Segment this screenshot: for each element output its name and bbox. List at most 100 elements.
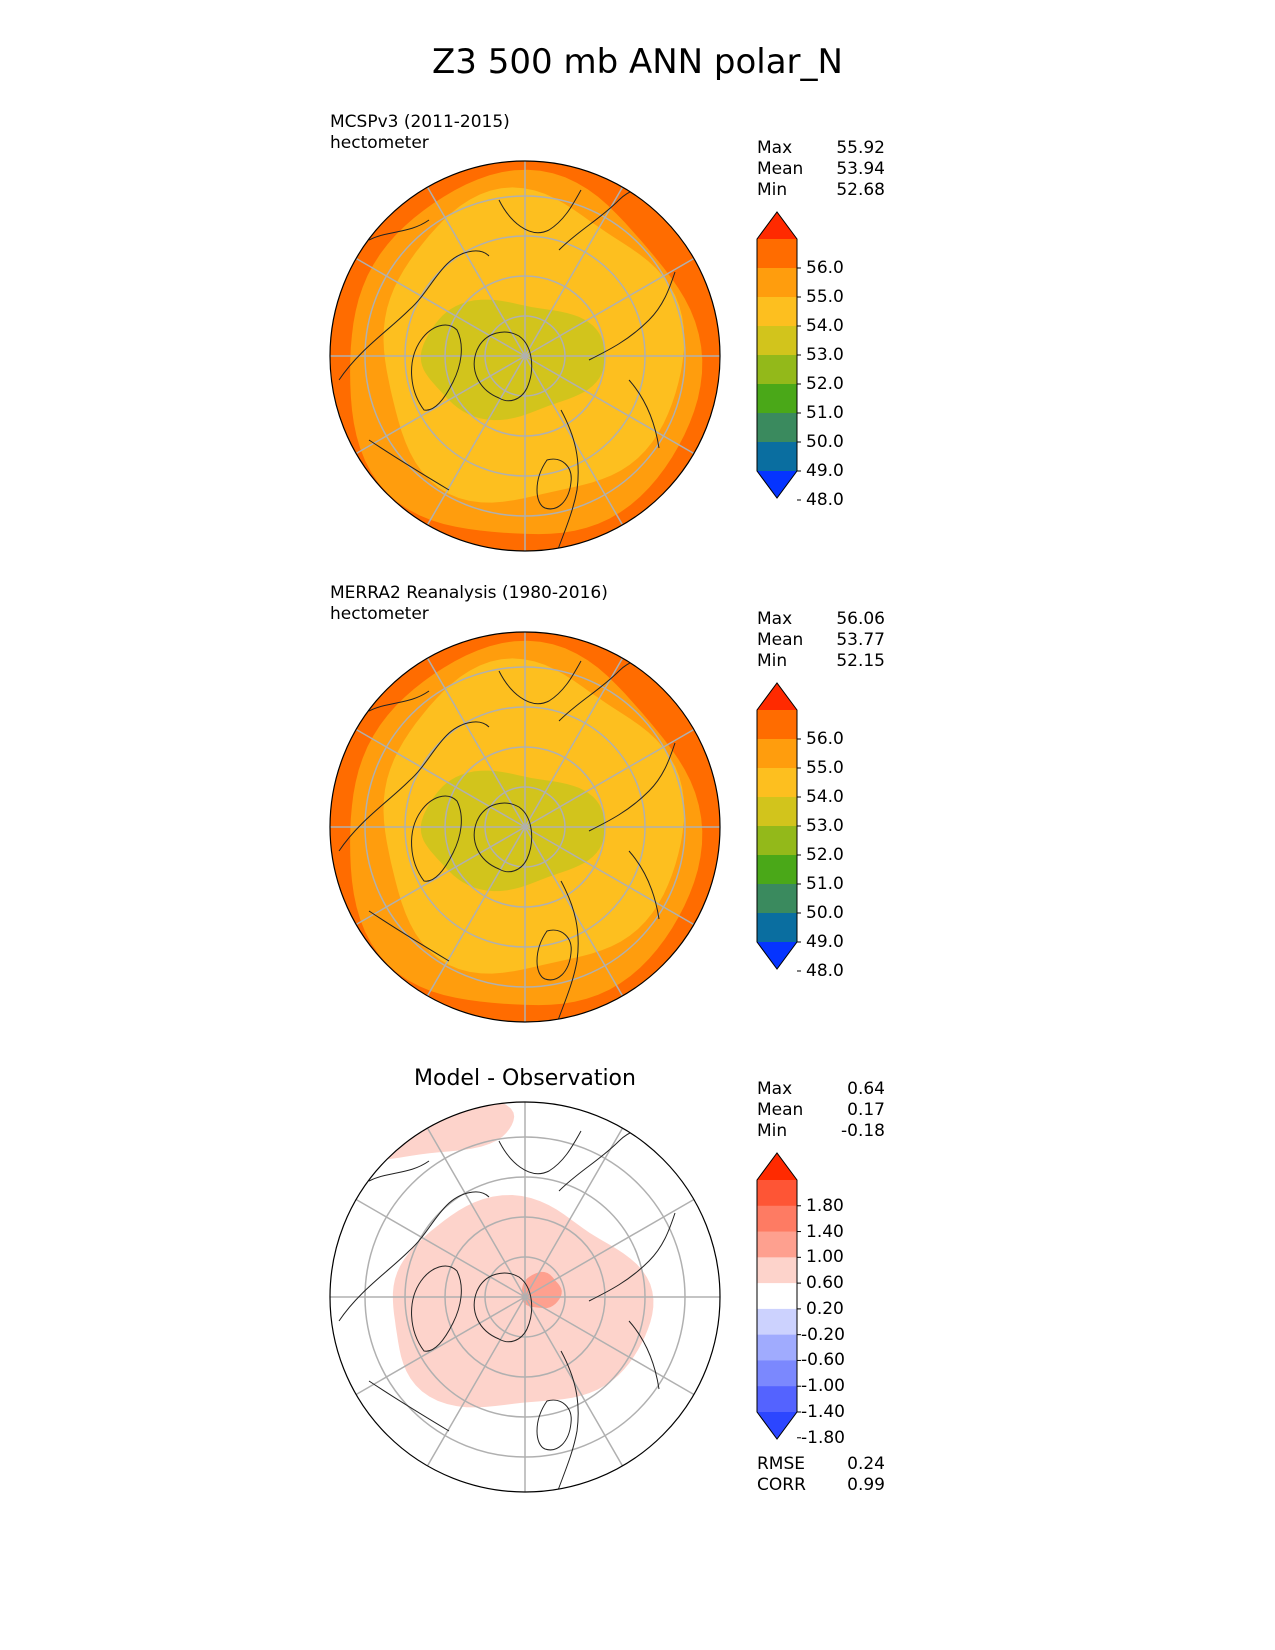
stat-label: Mean	[757, 630, 804, 650]
stat-value: 0.24	[847, 1454, 885, 1474]
coastline	[588, 1212, 676, 1302]
coastlines	[338, 1128, 676, 1492]
coastline	[338, 1191, 490, 1322]
stat-row: Mean 53.94	[757, 159, 885, 180]
colorbar-segment	[757, 710, 797, 740]
colorbar-extend-bottom	[757, 1412, 797, 1439]
coastline	[411, 1265, 462, 1352]
meridian-line	[355, 1198, 695, 1396]
coastline	[536, 1399, 572, 1451]
meridian-line	[355, 257, 695, 455]
colorbar-segment	[757, 1308, 797, 1336]
stat-value: 0.99	[847, 1475, 885, 1495]
stat-row: Min 52.15	[757, 651, 885, 672]
stat-value: 56.06	[836, 609, 885, 629]
colorbar-segment	[757, 1205, 797, 1233]
coastline	[338, 250, 490, 381]
colorbar-extend-top	[757, 1153, 797, 1180]
coastline	[498, 189, 582, 234]
stat-label: Max	[757, 609, 793, 629]
map-boundary	[329, 1101, 721, 1493]
panel1-name: MCSPv3 (2011-2015)	[330, 112, 510, 132]
stat-row: Max 56.06	[757, 609, 885, 630]
panel1-stats: Max 55.92 Mean 53.94 Min 52.68	[757, 138, 885, 201]
stat-row: CORR 0.99	[757, 1475, 885, 1496]
coastline	[473, 802, 533, 873]
coastline	[368, 219, 430, 241]
diff-panel-title: Model - Observation	[414, 1066, 636, 1091]
colorbar-tick-label: -0.20	[801, 1324, 845, 1345]
colorbar-tick-label: -1.00	[801, 1376, 845, 1397]
colorbar-segment	[757, 739, 797, 769]
colorbar-tick-label: -0.60	[801, 1350, 845, 1371]
map-boundary	[329, 160, 721, 552]
colorbar-tick-label: 1.40	[806, 1221, 844, 1242]
colorbar-tick-label: 52.0	[806, 374, 844, 394]
stat-value: 0.17	[847, 1100, 885, 1120]
panel2-units: hectometer	[330, 604, 429, 624]
coastline	[411, 795, 462, 882]
colorbar-tick-label: 52.0	[806, 845, 844, 865]
colorbar-extend-top	[757, 683, 797, 710]
colorbar-segment	[757, 1334, 797, 1361]
colorbar-segment	[757, 1360, 797, 1387]
coastline	[536, 929, 572, 981]
colorbar-tick-label: 56.0	[806, 729, 844, 749]
colorbar-tick-label: 50.0	[806, 432, 844, 452]
stat-row: Max 55.92	[757, 138, 885, 159]
coastline	[498, 660, 582, 705]
colorbar-extend-bottom	[757, 471, 797, 498]
colorbar-tick-label: 53.0	[806, 816, 844, 836]
colorbar-segment	[757, 239, 797, 269]
graticule	[330, 632, 720, 1022]
colorbar-tick-label: 48.0	[806, 490, 844, 510]
colorbar-extend-bottom	[757, 942, 797, 969]
meridian-line	[355, 728, 695, 926]
panel2-name: MERRA2 Reanalysis (1980-2016)	[330, 583, 608, 603]
diff-extra-stats: RMSE 0.24 CORR 0.99	[757, 1454, 885, 1496]
coastline	[368, 690, 430, 712]
stat-value: 55.92	[836, 138, 885, 158]
coastline	[473, 331, 533, 402]
colorbar-segment	[757, 855, 797, 885]
coastline	[473, 1272, 533, 1343]
colorbar-segment	[757, 1257, 797, 1284]
coastline	[628, 1320, 660, 1390]
coastline	[368, 439, 450, 491]
colorbar-tick-label: 55.0	[806, 758, 844, 778]
stat-row: RMSE 0.24	[757, 1454, 885, 1475]
stat-label: Min	[757, 651, 788, 671]
coastline	[588, 742, 676, 832]
coastline	[368, 1160, 430, 1182]
stat-label: Max	[757, 1079, 793, 1099]
diff-colorbar	[756, 1152, 801, 1440]
stat-label: CORR	[757, 1475, 806, 1495]
stat-label: Max	[757, 138, 793, 158]
colorbar-tick-label: 48.0	[806, 961, 844, 981]
coastline	[498, 1130, 582, 1175]
coastline	[338, 721, 490, 852]
colorbar-tick-label: 0.20	[806, 1298, 844, 1319]
colorbar-tick-label: 56.0	[806, 258, 844, 278]
coastline	[368, 1380, 450, 1432]
stat-label: Mean	[757, 159, 804, 179]
colorbar-segment	[757, 326, 797, 356]
colorbar-tick-label: 49.0	[806, 932, 844, 952]
stat-value: 0.64	[847, 1079, 885, 1099]
panel2-stats: Max 56.06 Mean 53.77 Min 52.15	[757, 609, 885, 672]
panel1-units: hectometer	[330, 133, 429, 153]
colorbar-segment	[757, 384, 797, 414]
stat-value: 52.15	[836, 651, 885, 671]
colorbar-tick-label: 55.0	[806, 287, 844, 307]
colorbar-segment	[757, 884, 797, 914]
stat-label: Mean	[757, 1100, 804, 1120]
coastline	[556, 880, 579, 1022]
graticule	[330, 1102, 720, 1492]
colorbar-segment	[757, 442, 797, 472]
stat-value: -0.18	[841, 1121, 885, 1141]
colorbar-segment	[757, 1180, 797, 1207]
stat-value: 52.68	[836, 180, 885, 200]
stat-value: 53.77	[836, 630, 885, 650]
colorbar-tick-label: 49.0	[806, 461, 844, 481]
diff-stats: Max 0.64 Mean 0.17 Min -0.18	[757, 1079, 885, 1142]
